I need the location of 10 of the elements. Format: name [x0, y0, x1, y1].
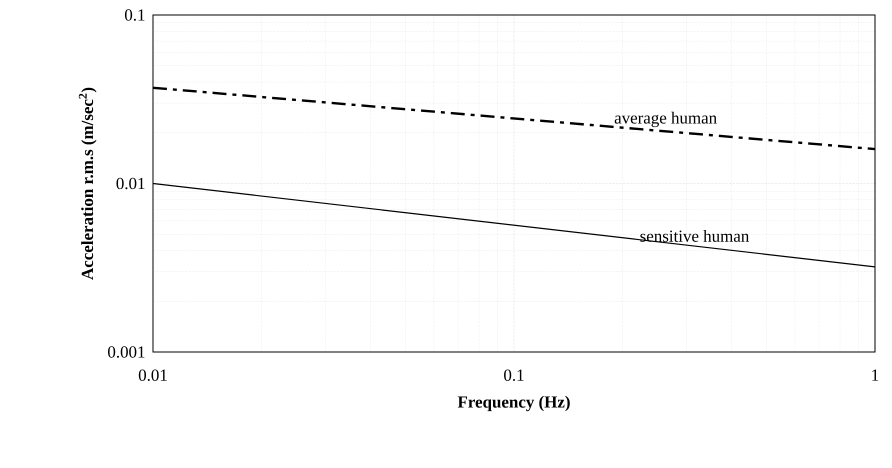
- y-tick-label: 0.1: [124, 9, 144, 21]
- y-tick-label: 0.01: [116, 178, 144, 190]
- series-label: sensitive human: [640, 230, 750, 242]
- x-axis-title: Frequency (Hz): [458, 396, 570, 412]
- x-tick-label: 0.01: [138, 369, 167, 381]
- y-axis-title: Acceleration r.m.s (m/sec$^{2}$): [78, 88, 97, 280]
- x-tick-label: 0.1: [504, 369, 524, 381]
- x-tick-label: 1: [872, 369, 878, 381]
- series-label: average human: [614, 112, 717, 128]
- y-tick-label: 0.001: [108, 346, 144, 358]
